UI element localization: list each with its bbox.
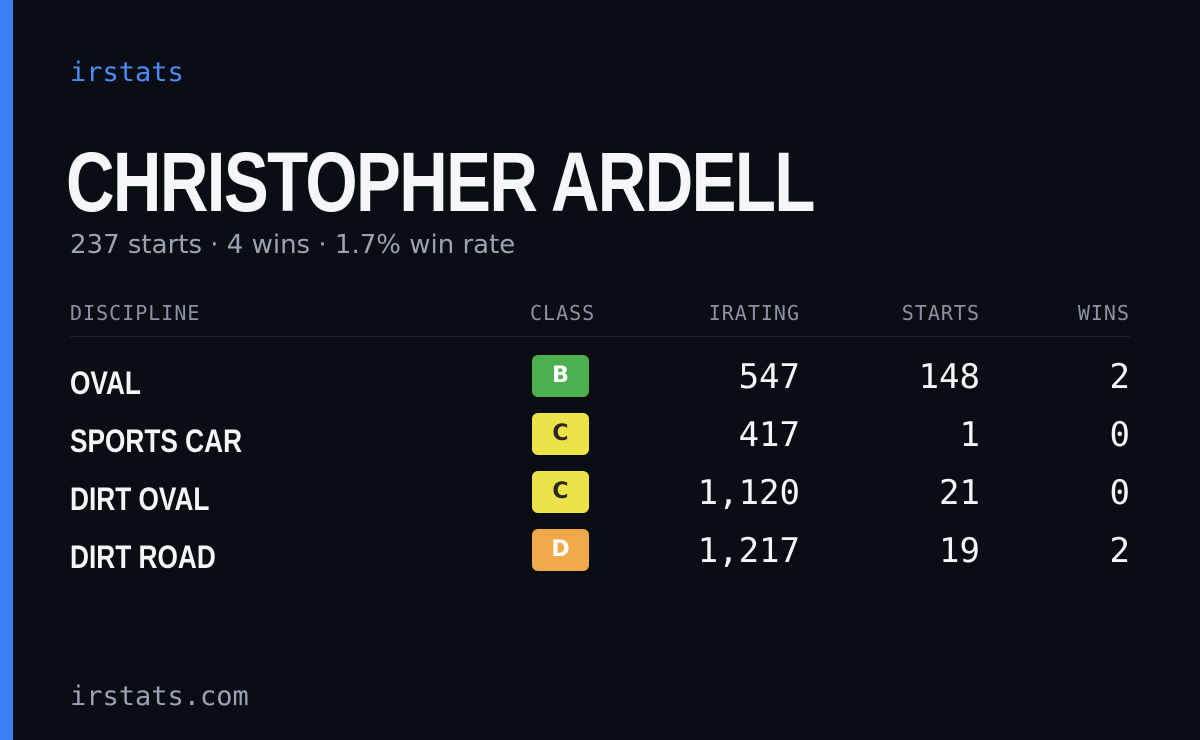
row-starts: 19 xyxy=(939,531,980,571)
table-row: OVAL B 547 148 2 xyxy=(70,353,1130,411)
class-badge: C xyxy=(532,413,589,455)
accent-bar xyxy=(0,0,13,740)
row-starts: 148 xyxy=(918,357,980,397)
row-irating: 417 xyxy=(738,415,800,455)
table-body: OVAL B 547 148 2 SPORTS CAR C 417 1 0 DI… xyxy=(70,353,1130,585)
class-badge: D xyxy=(532,529,589,571)
table-header: DISCIPLINE CLASS IRATING STARTS WINS xyxy=(70,296,1130,337)
header-irating: IRATING xyxy=(708,301,800,325)
row-discipline: OVAL xyxy=(70,365,141,401)
header-wins: WINS xyxy=(1077,301,1130,325)
row-irating: 547 xyxy=(738,357,800,397)
row-discipline: DIRT ROAD xyxy=(70,539,216,575)
class-badge: B xyxy=(532,355,589,397)
header-starts: STARTS xyxy=(901,301,980,325)
row-starts: 21 xyxy=(939,473,980,513)
row-wins: 2 xyxy=(1109,357,1130,397)
row-discipline: SPORTS CAR xyxy=(70,423,243,459)
brand-logo-text: irstats xyxy=(70,57,184,88)
row-wins: 2 xyxy=(1109,531,1130,571)
row-wins: 0 xyxy=(1109,473,1130,513)
header-class: CLASS xyxy=(530,301,596,325)
class-badge: C xyxy=(532,471,589,513)
row-wins: 0 xyxy=(1109,415,1130,455)
row-irating: 1,217 xyxy=(697,531,800,571)
table-row: DIRT ROAD D 1,217 19 2 xyxy=(70,527,1130,585)
driver-name: CHRISTOPHER ARDELL xyxy=(66,135,815,229)
row-discipline: DIRT OVAL xyxy=(70,481,210,517)
row-irating: 1,120 xyxy=(697,473,800,513)
table-row: DIRT OVAL C 1,120 21 0 xyxy=(70,469,1130,527)
row-starts: 1 xyxy=(959,415,980,455)
header-discipline: DISCIPLINE xyxy=(70,301,201,325)
discipline-stats-table: DISCIPLINE CLASS IRATING STARTS WINS OVA… xyxy=(70,296,1130,585)
driver-summary: 237 starts · 4 wins · 1.7% win rate xyxy=(70,230,516,260)
table-row: SPORTS CAR C 417 1 0 xyxy=(70,411,1130,469)
site-url: irstats.com xyxy=(70,681,249,712)
